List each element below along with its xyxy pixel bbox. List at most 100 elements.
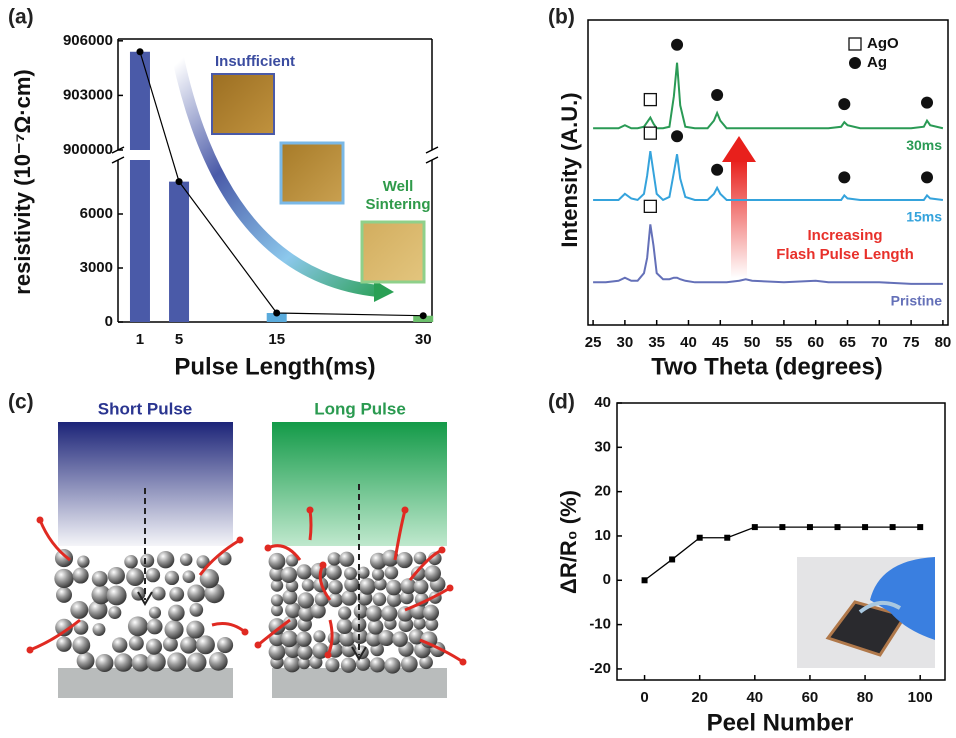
particle — [268, 618, 286, 635]
schematic — [26, 422, 467, 698]
diagram-title: Long Pulse — [314, 399, 406, 418]
data-point — [419, 312, 427, 320]
data-point — [696, 534, 703, 541]
particle — [419, 655, 433, 670]
particle — [179, 553, 193, 566]
particle — [186, 620, 205, 639]
series-line — [593, 224, 943, 285]
panel-label: (a) — [8, 6, 34, 29]
series-label: 30ms — [906, 137, 942, 153]
particle — [296, 564, 312, 580]
particle — [301, 578, 315, 592]
x-tick-label: 80 — [857, 689, 874, 706]
x-axis-label: Two Theta (degrees) — [651, 353, 883, 380]
peak-marker-ag — [671, 38, 684, 51]
arrow-head — [137, 591, 153, 606]
data-point — [779, 524, 786, 531]
particle — [270, 604, 284, 617]
peak-marker-ago — [643, 92, 657, 107]
particle — [399, 590, 414, 605]
annotation: Insufficient — [215, 53, 295, 70]
peak-marker-ago — [643, 199, 657, 214]
y-tick-label: 900000 — [63, 141, 113, 158]
particle — [268, 643, 286, 661]
arrow-head — [351, 646, 367, 661]
particle — [413, 579, 429, 595]
y-tick-label: 906000 — [63, 32, 113, 49]
particle — [199, 569, 220, 589]
y-tick-label: 20 — [594, 483, 611, 500]
particle — [114, 653, 133, 672]
axis-break — [425, 146, 439, 154]
particle — [297, 592, 314, 609]
particle — [285, 602, 301, 619]
bar — [129, 51, 150, 323]
x-tick-label: 60 — [807, 334, 824, 351]
data-point — [641, 577, 648, 584]
particle — [369, 657, 386, 673]
data-point — [862, 524, 869, 531]
particle — [145, 567, 161, 583]
particle — [91, 570, 108, 587]
particle — [56, 586, 72, 603]
annotation: Well — [383, 178, 414, 195]
particle — [357, 566, 370, 579]
particle — [339, 551, 355, 567]
x-tick-label: 1 — [136, 331, 144, 348]
annotation: Increasing — [807, 227, 882, 244]
particle — [327, 631, 341, 645]
particle — [108, 606, 122, 620]
particle — [55, 618, 73, 637]
y-tick-label: 903000 — [63, 86, 113, 103]
particle — [270, 579, 284, 592]
particle — [325, 657, 340, 673]
particle — [424, 565, 441, 582]
particle — [167, 652, 187, 672]
peak-marker-ag — [711, 163, 724, 176]
particle — [54, 568, 74, 589]
particle — [396, 552, 413, 569]
particle — [270, 594, 284, 607]
particle — [91, 585, 111, 605]
panel-label: (c) — [8, 391, 34, 414]
particle — [298, 657, 311, 670]
particle — [397, 606, 413, 622]
particle — [297, 644, 313, 660]
x-tick-label: 75 — [903, 334, 920, 351]
particle — [196, 635, 215, 655]
y-axis-label: ΔR/R₀ (%) — [556, 490, 581, 594]
particle — [310, 603, 326, 619]
particle — [398, 617, 414, 633]
y-tick-label: 0 — [603, 571, 611, 588]
particle — [124, 555, 138, 569]
x-tick-label: 5 — [175, 331, 183, 348]
particle — [208, 651, 228, 671]
y-tick-label: 3000 — [80, 259, 113, 276]
particle — [92, 623, 106, 636]
data-point — [136, 48, 144, 56]
particle — [146, 652, 166, 672]
particle — [106, 585, 127, 606]
data-point — [834, 524, 841, 531]
x-tick-label: 65 — [839, 334, 856, 351]
particle — [386, 592, 402, 607]
particle — [126, 567, 145, 587]
x-axis-label: Peel Number — [707, 709, 854, 736]
particle — [344, 566, 357, 580]
x-tick-label: 30 — [617, 334, 634, 351]
particle — [169, 586, 185, 602]
y-tick-label: 30 — [594, 438, 611, 455]
particle — [365, 605, 383, 622]
y-axis-label: Intensity (A.U.) — [557, 92, 582, 247]
particle — [384, 657, 401, 674]
peak-marker-ag — [838, 98, 851, 111]
increase-arrow — [731, 160, 747, 278]
annotation: Flash Pulse Length — [776, 246, 914, 263]
legend-key — [849, 57, 861, 69]
panel-label: (d) — [548, 391, 575, 414]
particle — [400, 655, 418, 673]
y-tick-label: -10 — [589, 616, 611, 633]
particle — [374, 577, 387, 591]
x-tick-label: 30 — [415, 331, 432, 348]
y-tick-label: 6000 — [80, 205, 113, 222]
